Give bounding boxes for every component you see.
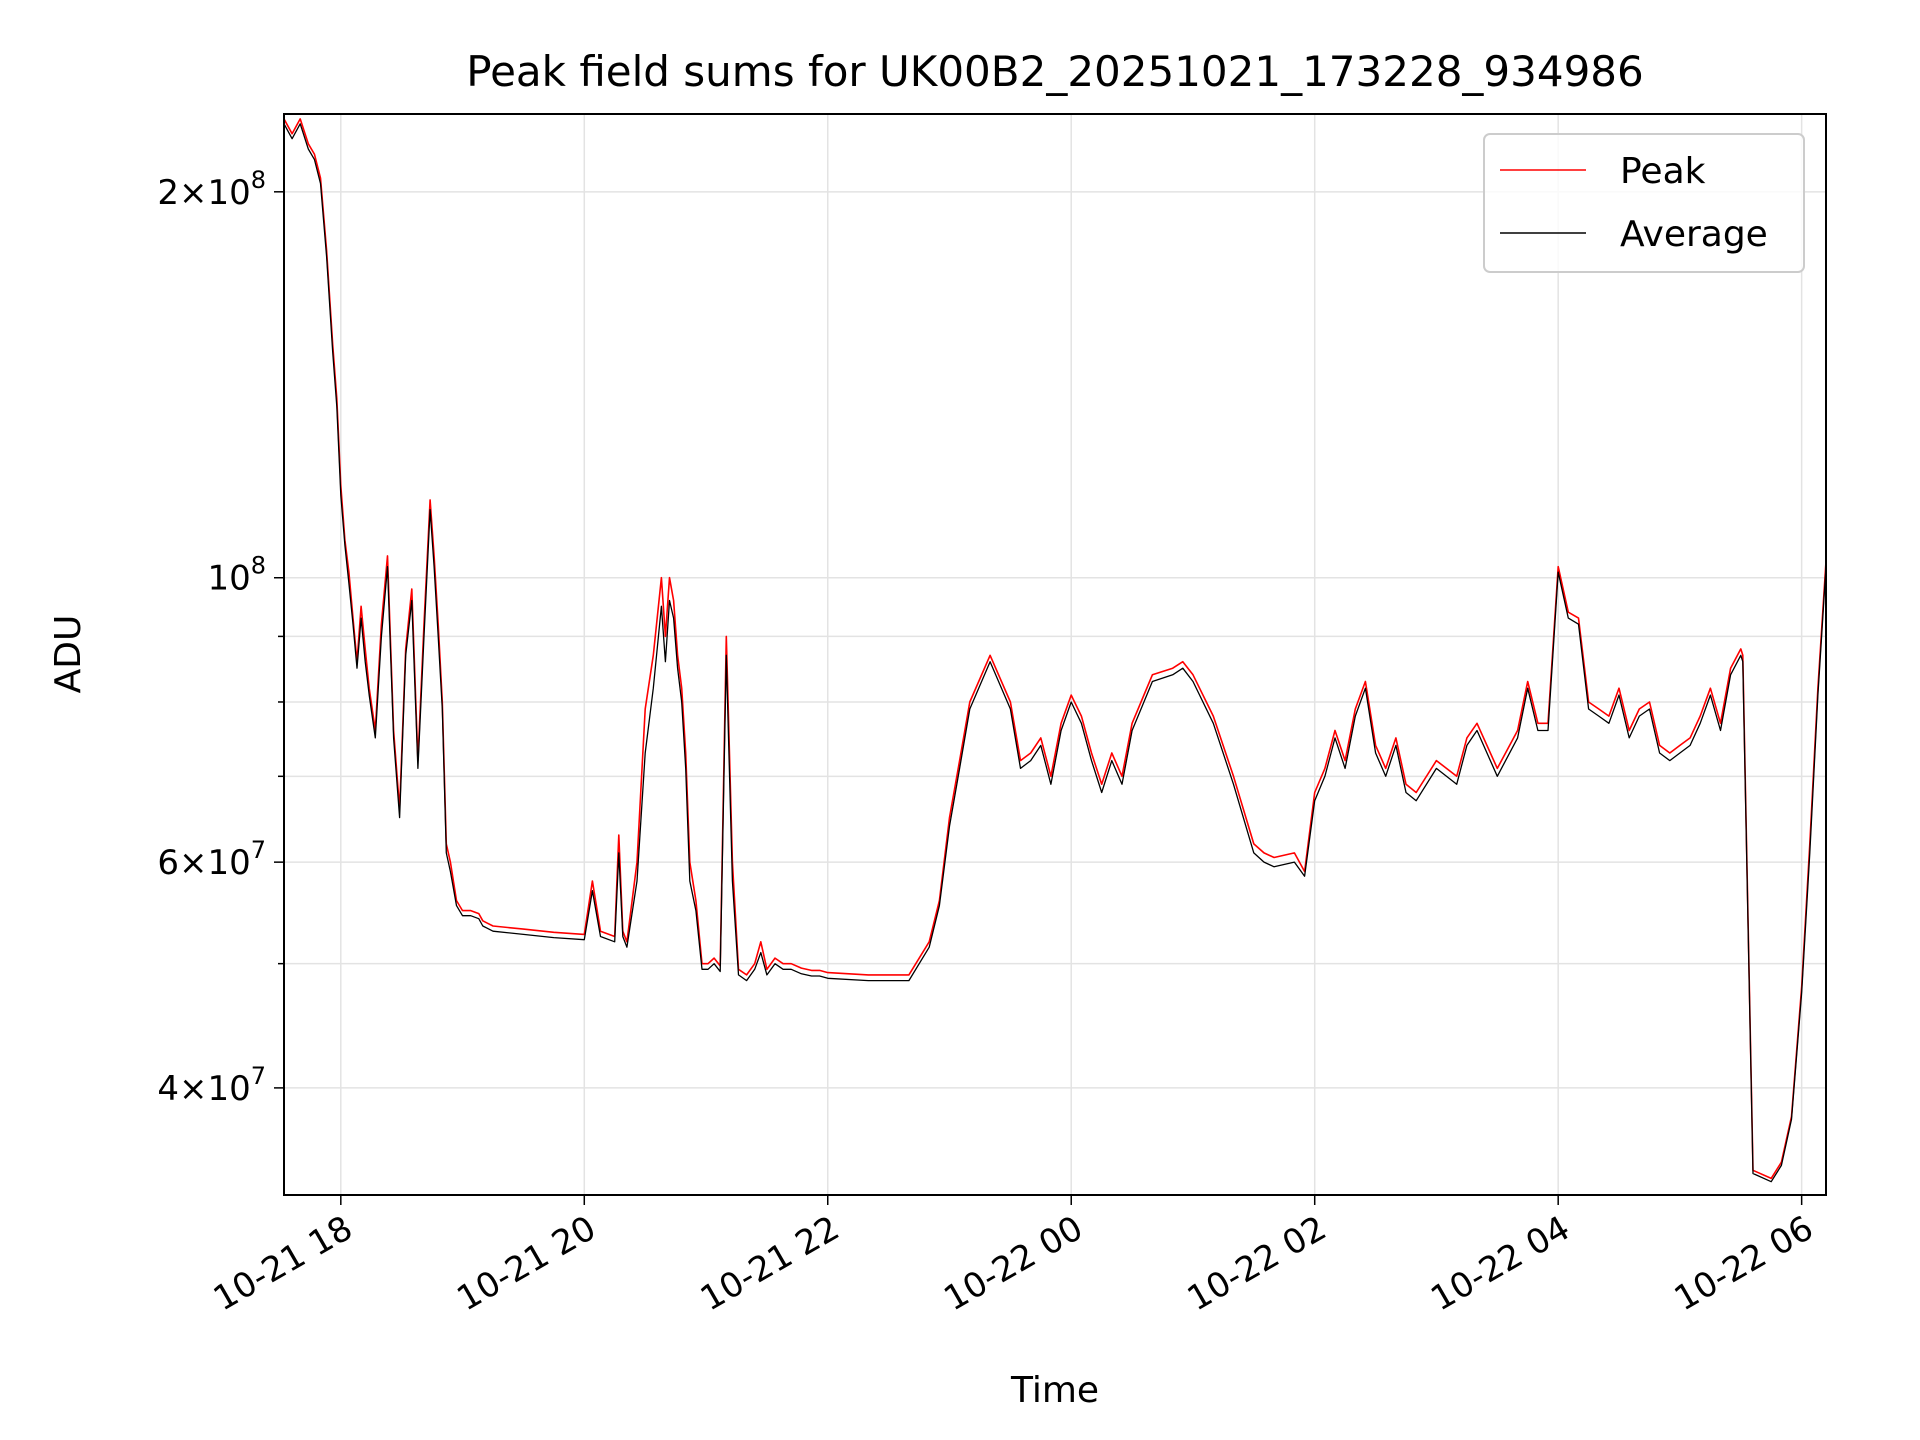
series-line-average [284, 123, 1826, 1183]
legend-box [1483, 133, 1805, 273]
x-tick-label: 10-22 00 [937, 1208, 1089, 1319]
x-tick-label: 10-22 06 [1668, 1208, 1820, 1319]
legend-label-peak: Peak [1620, 151, 1706, 192]
y-tick-label: 2×108 [157, 166, 266, 213]
y-axis-label: ADU [48, 615, 89, 694]
y-tick-label: 6×107 [157, 836, 266, 883]
grid [284, 114, 1826, 1195]
legend-label-average: Average [1620, 214, 1768, 255]
chart-title: Peak field sums for UK00B2_20251021_1732… [466, 47, 1644, 96]
axis-ticks: 10-21 18 10-21 20 10-21 22 10-22 00 10-22 02… [157, 166, 1820, 1319]
x-tick-label: 10-22 02 [1181, 1208, 1333, 1319]
x-tick-label: 10-21 22 [694, 1208, 846, 1319]
y-tick-label: 108 [207, 552, 266, 599]
y-tick-label: 4×107 [157, 1062, 266, 1109]
plot-frame [283, 113, 1827, 1196]
x-axis-label: Time [1010, 1370, 1099, 1411]
legend: Peak Average [1483, 133, 1805, 273]
x-tick-label: 10-21 18 [207, 1208, 359, 1319]
x-tick-label: 10-22 04 [1424, 1208, 1576, 1319]
plot-area [284, 118, 1826, 1183]
series-line-peak [284, 118, 1826, 1180]
x-tick-label: 10-21 20 [450, 1208, 602, 1319]
